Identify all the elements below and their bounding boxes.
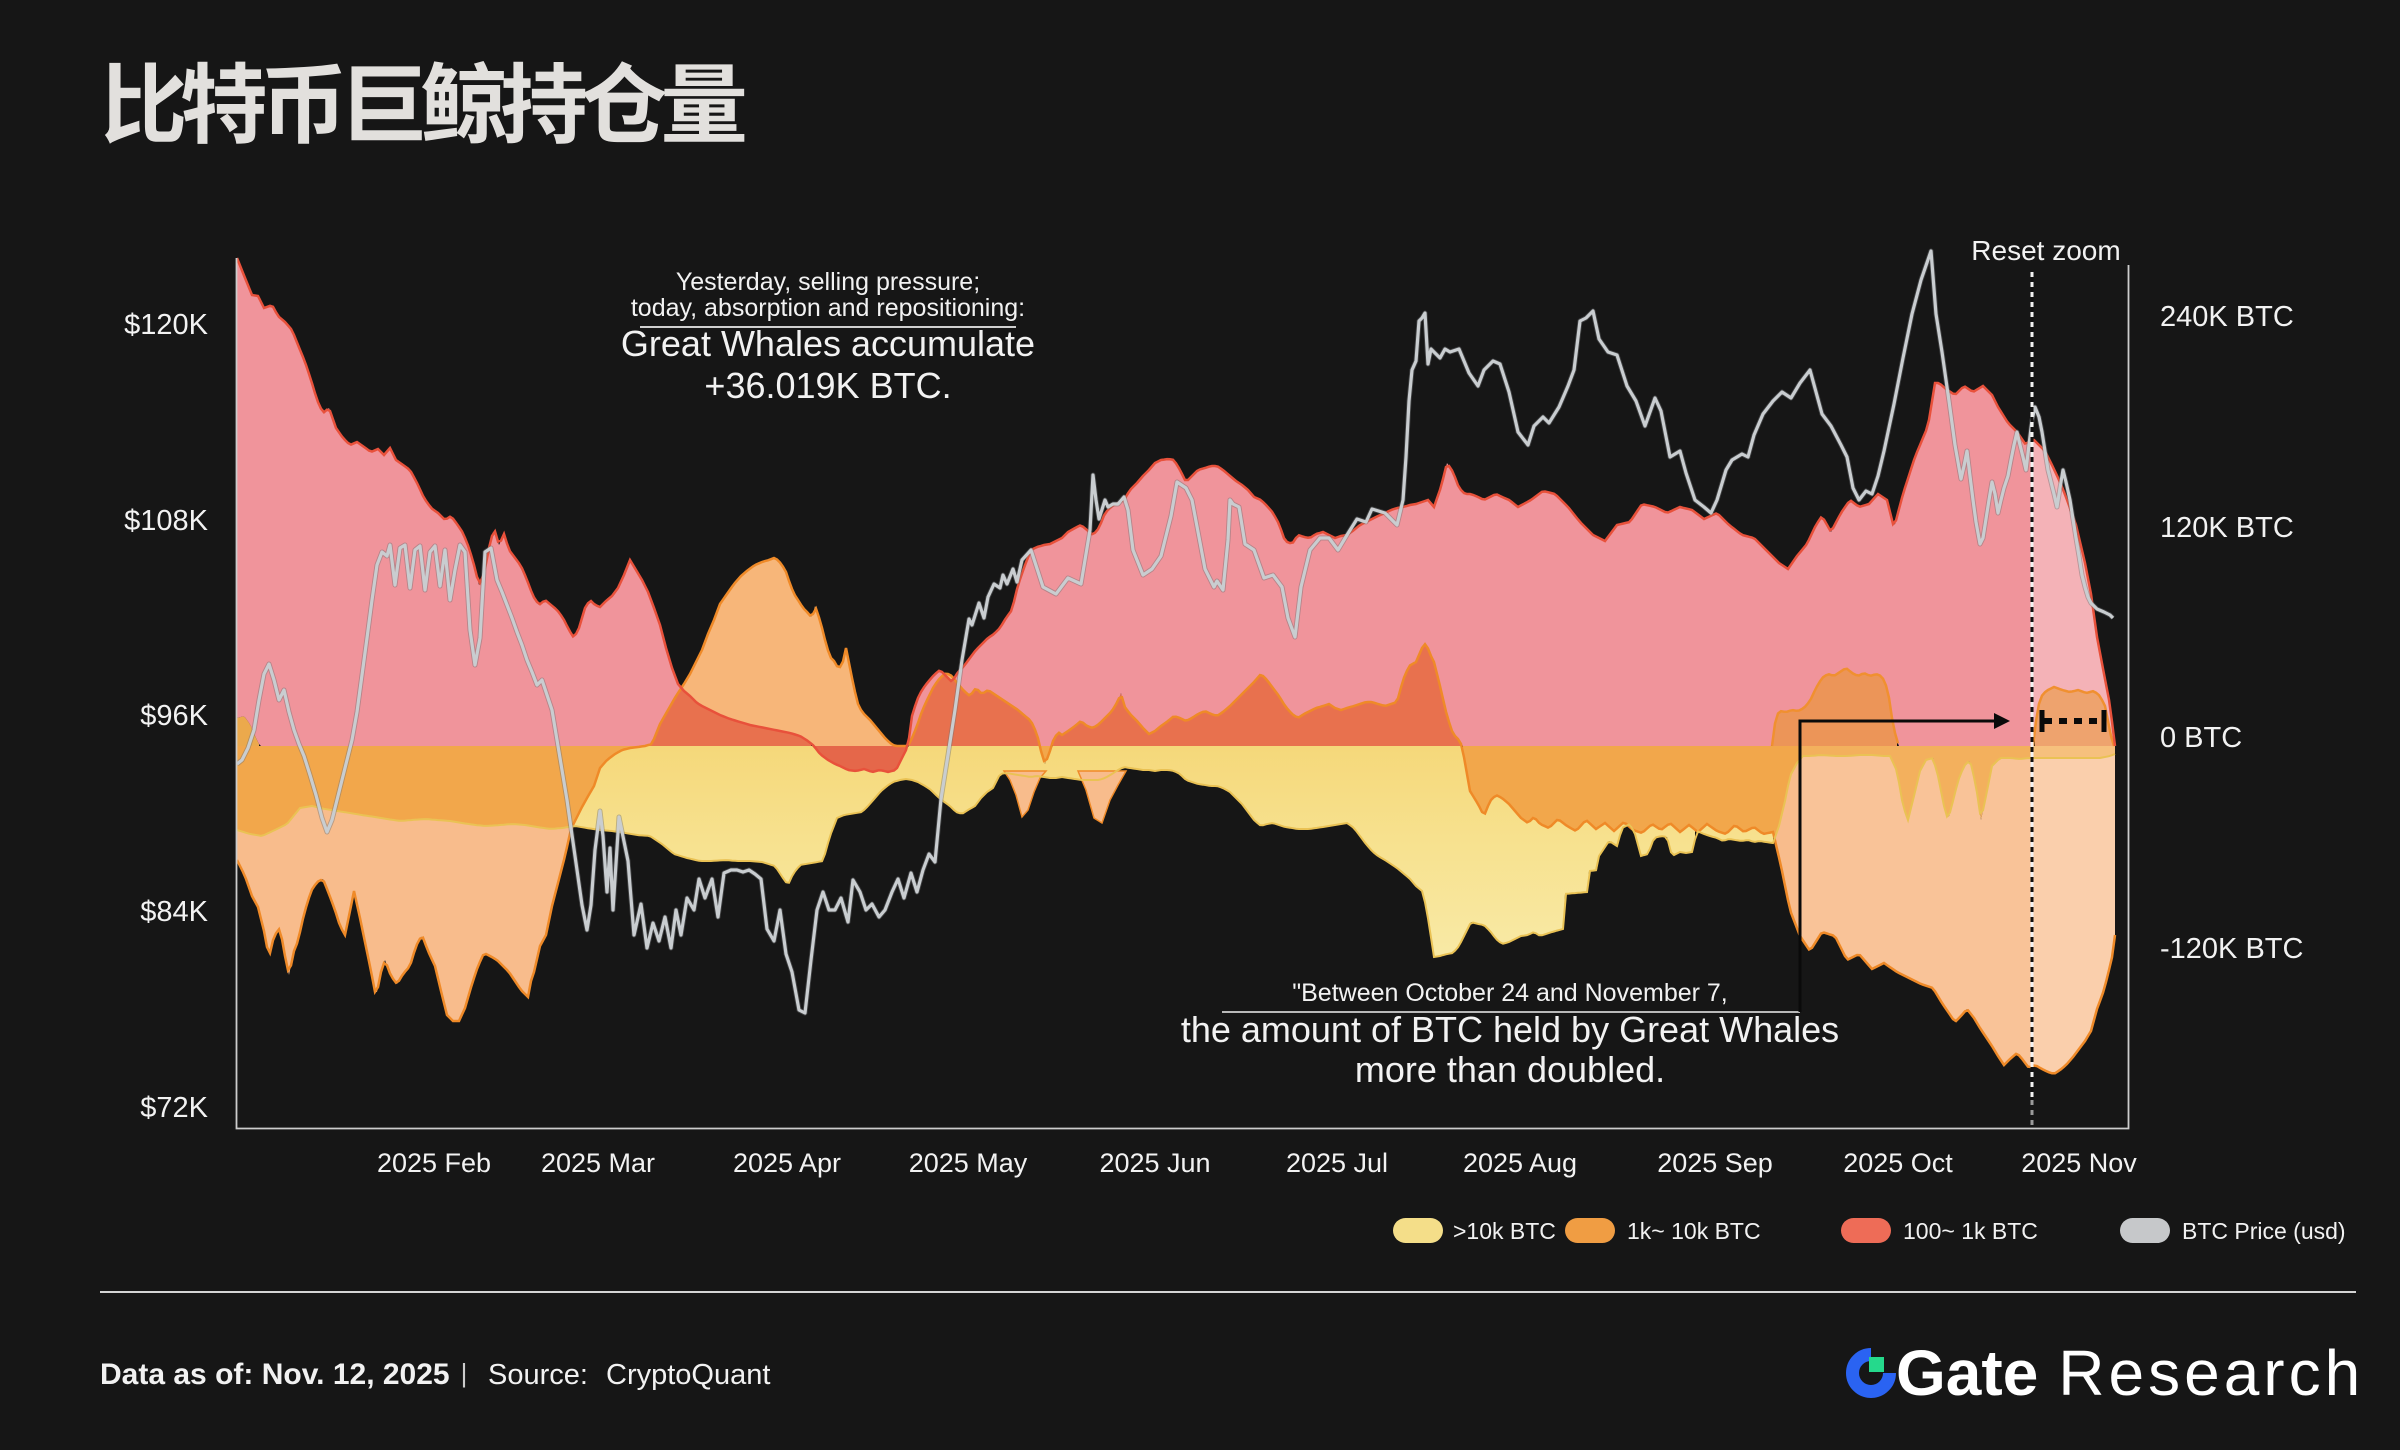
svg-text:2025 Oct: 2025 Oct bbox=[1843, 1148, 1953, 1178]
svg-text:BTC Price (usd): BTC Price (usd) bbox=[2182, 1218, 2346, 1244]
svg-text:CryptoQuant: CryptoQuant bbox=[606, 1359, 770, 1391]
svg-text:$84K: $84K bbox=[140, 896, 208, 928]
svg-text:$120K: $120K bbox=[124, 309, 209, 341]
svg-text:240K BTC: 240K BTC bbox=[2160, 301, 2294, 333]
svg-text:2025 Jun: 2025 Jun bbox=[1099, 1148, 1210, 1178]
svg-text:Reset zoom: Reset zoom bbox=[1971, 235, 2120, 266]
svg-text:2025 Aug: 2025 Aug bbox=[1463, 1148, 1577, 1178]
svg-text:$108K: $108K bbox=[124, 505, 209, 537]
svg-text:the amount of BTC held by Grea: the amount of BTC held by Great Whales bbox=[1181, 1009, 1839, 1050]
svg-text:>10k BTC: >10k BTC bbox=[1453, 1218, 1556, 1244]
svg-text:2025 Jul: 2025 Jul bbox=[1286, 1148, 1388, 1178]
svg-text:Data as of: Nov. 12, 2025: Data as of: Nov. 12, 2025 bbox=[100, 1358, 450, 1391]
svg-text:+36.019K BTC.: +36.019K BTC. bbox=[704, 365, 951, 406]
svg-text:2025 Apr: 2025 Apr bbox=[733, 1148, 841, 1178]
svg-text:-120K BTC: -120K BTC bbox=[2160, 933, 2303, 965]
svg-text:2025 Nov: 2025 Nov bbox=[2021, 1148, 2137, 1178]
svg-text:120K BTC: 120K BTC bbox=[2160, 512, 2294, 544]
svg-text:$96K: $96K bbox=[140, 700, 208, 732]
svg-text:2025 May: 2025 May bbox=[909, 1148, 1028, 1178]
svg-text:"Between October 24 and Novemb: "Between October 24 and November 7, bbox=[1292, 979, 1728, 1007]
svg-text:2025 Sep: 2025 Sep bbox=[1657, 1148, 1773, 1178]
svg-text:Source:: Source: bbox=[488, 1359, 588, 1391]
svg-text:|: | bbox=[461, 1358, 468, 1388]
svg-text:today, absorption and repositi: today, absorption and repositioning: bbox=[631, 294, 1025, 322]
svg-text:$72K: $72K bbox=[140, 1092, 208, 1124]
svg-text:Yesterday, selling pressure;: Yesterday, selling pressure; bbox=[676, 268, 980, 296]
svg-text:2025 Mar: 2025 Mar bbox=[541, 1148, 655, 1178]
svg-text:0 BTC: 0 BTC bbox=[2160, 722, 2242, 754]
svg-text:2025 Feb: 2025 Feb bbox=[377, 1148, 491, 1178]
svg-text:Great Whales accumulate: Great Whales accumulate bbox=[621, 323, 1035, 364]
svg-text:100~ 1k BTC: 100~ 1k BTC bbox=[1903, 1218, 2038, 1244]
svg-text:more than doubled.: more than doubled. bbox=[1355, 1049, 1665, 1090]
svg-text:1k~ 10k BTC: 1k~ 10k BTC bbox=[1627, 1218, 1761, 1244]
